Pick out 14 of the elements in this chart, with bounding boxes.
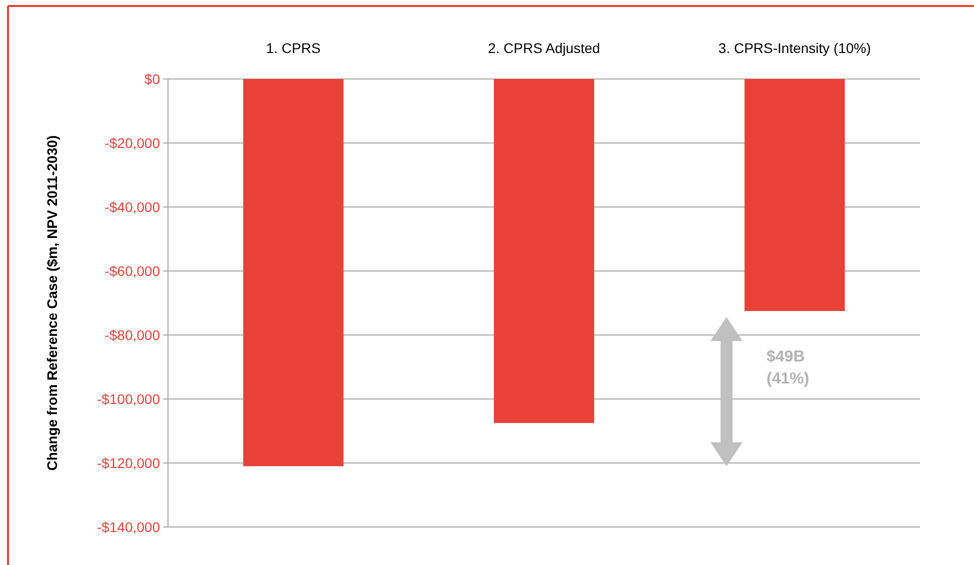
y-tick-label: -$80,000 (104, 326, 160, 343)
annotation: (41%) (766, 370, 810, 388)
y-tick-label: -$120,000 (96, 454, 160, 471)
y-tick-label: -$40,000 (104, 198, 160, 215)
y-tick-label: -$140,000 (96, 518, 160, 535)
x-tick-label: 2. CPRS Adjusted (488, 40, 600, 56)
y-tick-label: -$20,000 (104, 134, 160, 151)
x-tick-label: 1. CPRS (266, 40, 321, 56)
y-axis-title: Change from Reference Case ($m, NPV 2011-2030) (44, 135, 60, 471)
y-tick-label: $0 (144, 70, 160, 87)
y-tick-label: -$60,000 (104, 262, 160, 279)
y-tick-label: -$100,000 (96, 390, 160, 407)
annotation: $49B (766, 348, 805, 366)
x-tick-label: 3. CPRS-Intensity (10%) (718, 40, 871, 56)
